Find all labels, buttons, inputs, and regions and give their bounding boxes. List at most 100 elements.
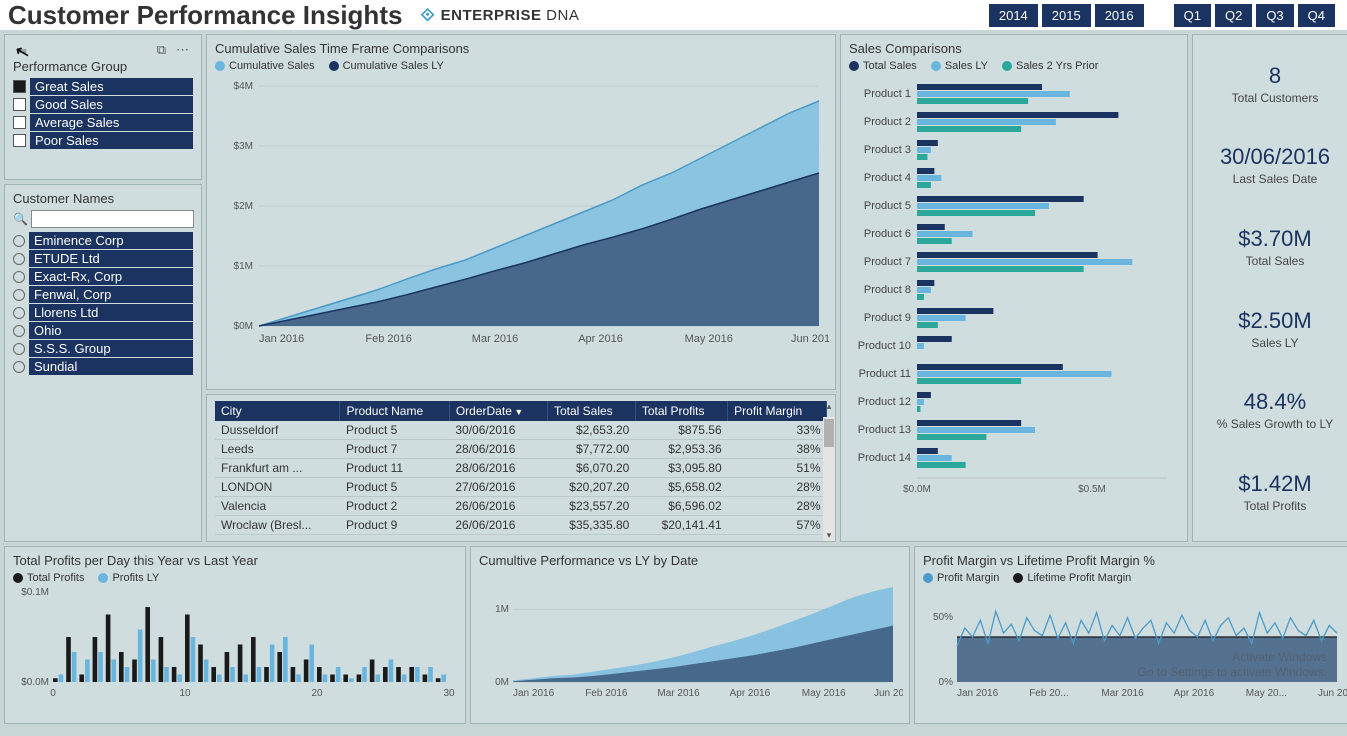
legend-item: Lifetime Profit Margin (1013, 572, 1131, 584)
customer-names-title: Customer Names (13, 191, 193, 206)
customer-item[interactable]: Ohio (13, 322, 193, 339)
customer-item[interactable]: Exact-Rx, Corp (13, 268, 193, 285)
table-row[interactable]: LeedsProduct 728/06/2016$7,772.00$2,953.… (215, 440, 827, 459)
svg-text:Product 9: Product 9 (864, 312, 911, 324)
svg-text:Feb 2016: Feb 2016 (585, 688, 628, 699)
table-header[interactable]: Product Name (340, 401, 449, 421)
radio-icon (13, 307, 25, 319)
customer-item[interactable]: S.S.S. Group (13, 340, 193, 357)
svg-text:Mar 2016: Mar 2016 (472, 333, 518, 345)
customer-item[interactable]: Eminence Corp (13, 232, 193, 249)
page-title: Customer Performance Insights (8, 0, 402, 31)
profits-chart-title: Total Profits per Day this Year vs Last … (13, 553, 457, 568)
performance-group-title: Performance Group (13, 59, 193, 74)
quarter-slicer: Q1Q2Q3Q4 (1174, 4, 1335, 27)
table-row[interactable]: DusseldorfProduct 530/06/2016$2,653.20$8… (215, 421, 827, 440)
table-header[interactable]: Total Sales (547, 401, 635, 421)
table-header[interactable]: Profit Margin (728, 401, 827, 421)
kpi-cards: 8Total Customers30/06/2016Last Sales Dat… (1192, 34, 1347, 542)
svg-text:1M: 1M (495, 604, 509, 615)
table-row[interactable]: ValenciaProduct 226/06/2016$23,557.20$6,… (215, 497, 827, 516)
svg-text:Product 2: Product 2 (864, 116, 911, 128)
cumulative-sales-chart[interactable]: Cumulative Sales Time Frame Comparisons … (206, 34, 836, 390)
slicer-menu-icon[interactable]: ═ (17, 43, 26, 58)
year-tab-2014[interactable]: 2014 (989, 4, 1038, 27)
checkbox-icon (13, 98, 26, 111)
perf-group-item[interactable]: Good Sales (13, 96, 193, 113)
radio-icon (13, 343, 25, 355)
legend-item: Total Sales (849, 60, 917, 72)
svg-text:Product 14: Product 14 (858, 452, 911, 464)
table-header[interactable]: Total Profits (635, 401, 727, 421)
svg-text:Jun 2016: Jun 2016 (1318, 688, 1347, 699)
svg-text:$0M: $0M (234, 321, 253, 332)
svg-text:May 20...: May 20... (1246, 688, 1287, 699)
svg-text:Apr 2016: Apr 2016 (1174, 688, 1215, 699)
table-header[interactable]: OrderDate (449, 401, 547, 421)
svg-text:Jun 2016: Jun 2016 (791, 333, 829, 345)
legend-item: Profits LY (98, 572, 159, 584)
customer-item[interactable]: ETUDE Ltd (13, 250, 193, 267)
legend-item: Profit Margin (923, 572, 999, 584)
profit-margin-chart[interactable]: Profit Margin vs Lifetime Profit Margin … (914, 546, 1347, 724)
table-header[interactable]: City (215, 401, 340, 421)
quarter-tab-q3[interactable]: Q3 (1256, 4, 1293, 27)
svg-text:Product 8: Product 8 (864, 284, 911, 296)
customer-item[interactable]: Llorens Ltd (13, 304, 193, 321)
table-row[interactable]: Wroclaw (Bresl...Product 926/06/2016$35,… (215, 516, 827, 535)
customer-item[interactable]: Fenwal, Corp (13, 286, 193, 303)
perf-group-item[interactable]: Great Sales (13, 78, 193, 95)
svg-text:$2M: $2M (234, 201, 253, 212)
svg-text:Apr 2016: Apr 2016 (730, 688, 771, 699)
sales-detail-table[interactable]: CityProduct NameOrderDateTotal SalesTota… (206, 394, 836, 542)
svg-text:$3M: $3M (234, 141, 253, 152)
checkbox-icon (13, 134, 26, 147)
svg-text:10: 10 (179, 688, 191, 699)
cumulative-performance-chart[interactable]: Cumultive Performance vs LY by Date 0M1M… (470, 546, 910, 724)
profit-margin-title: Profit Margin vs Lifetime Profit Margin … (923, 553, 1345, 568)
perf-group-item[interactable]: Poor Sales (13, 132, 193, 149)
checkbox-icon (13, 116, 26, 129)
svg-text:Product 11: Product 11 (859, 368, 911, 380)
table-row[interactable]: LONDONProduct 527/06/2016$20,207.20$5,65… (215, 478, 827, 497)
quarter-tab-q4[interactable]: Q4 (1298, 4, 1335, 27)
kpi-card: $3.70MTotal Sales (1197, 226, 1347, 268)
slicer-more-icon[interactable]: ⋯ (176, 42, 189, 58)
svg-text:$4M: $4M (234, 81, 253, 92)
table-scrollbar[interactable]: ▴ ▾ (823, 417, 835, 541)
year-slicer: 201420152016 (989, 4, 1144, 27)
svg-text:Jan 2016: Jan 2016 (513, 688, 555, 699)
table-row[interactable]: Frankfurt am ...Product 1128/06/2016$6,0… (215, 459, 827, 478)
quarter-tab-q2[interactable]: Q2 (1215, 4, 1252, 27)
checkbox-icon (13, 80, 26, 93)
sales-comparisons-title: Sales Comparisons (849, 41, 1179, 56)
svg-text:Product 13: Product 13 (858, 424, 911, 436)
svg-text:Mar 2016: Mar 2016 (657, 688, 700, 699)
svg-text:$0.1M: $0.1M (21, 588, 49, 598)
year-tab-2015[interactable]: 2015 (1042, 4, 1091, 27)
perf-group-item[interactable]: Average Sales (13, 114, 193, 131)
slicer-focus-icon[interactable]: ⧉ (157, 42, 166, 58)
legend-item: Cumulative Sales LY (329, 60, 444, 72)
kpi-card: $2.50MSales LY (1197, 308, 1347, 350)
svg-text:Jan 2016: Jan 2016 (259, 333, 304, 345)
svg-text:Jan 2016: Jan 2016 (957, 688, 999, 699)
svg-text:$0.0M: $0.0M (903, 484, 931, 495)
quarter-tab-q1[interactable]: Q1 (1174, 4, 1211, 27)
svg-text:0: 0 (50, 688, 56, 699)
legend-item: Sales LY (931, 60, 988, 72)
svg-text:Product 12: Product 12 (858, 396, 911, 408)
customer-item[interactable]: Sundial (13, 358, 193, 375)
sales-comparisons-chart[interactable]: Sales Comparisons Total SalesSales LYSal… (840, 34, 1188, 542)
customer-search-input[interactable] (31, 210, 194, 228)
svg-text:Apr 2016: Apr 2016 (578, 333, 623, 345)
kpi-card: 8Total Customers (1197, 63, 1347, 105)
dashboard-header: Customer Performance Insights ⟐ ENTERPRI… (0, 0, 1347, 30)
total-profits-per-day-chart[interactable]: Total Profits per Day this Year vs Last … (4, 546, 466, 724)
dna-icon: ⟐ (420, 5, 434, 26)
customer-names-slicer: Customer Names 🔍 Eminence CorpETUDE LtdE… (4, 184, 202, 542)
svg-text:0M: 0M (495, 677, 509, 688)
year-tab-2016[interactable]: 2016 (1095, 4, 1144, 27)
svg-text:$1M: $1M (234, 261, 253, 272)
performance-group-slicer: ═ ⧉ ⋯ Performance Group Great SalesGood … (4, 34, 202, 180)
